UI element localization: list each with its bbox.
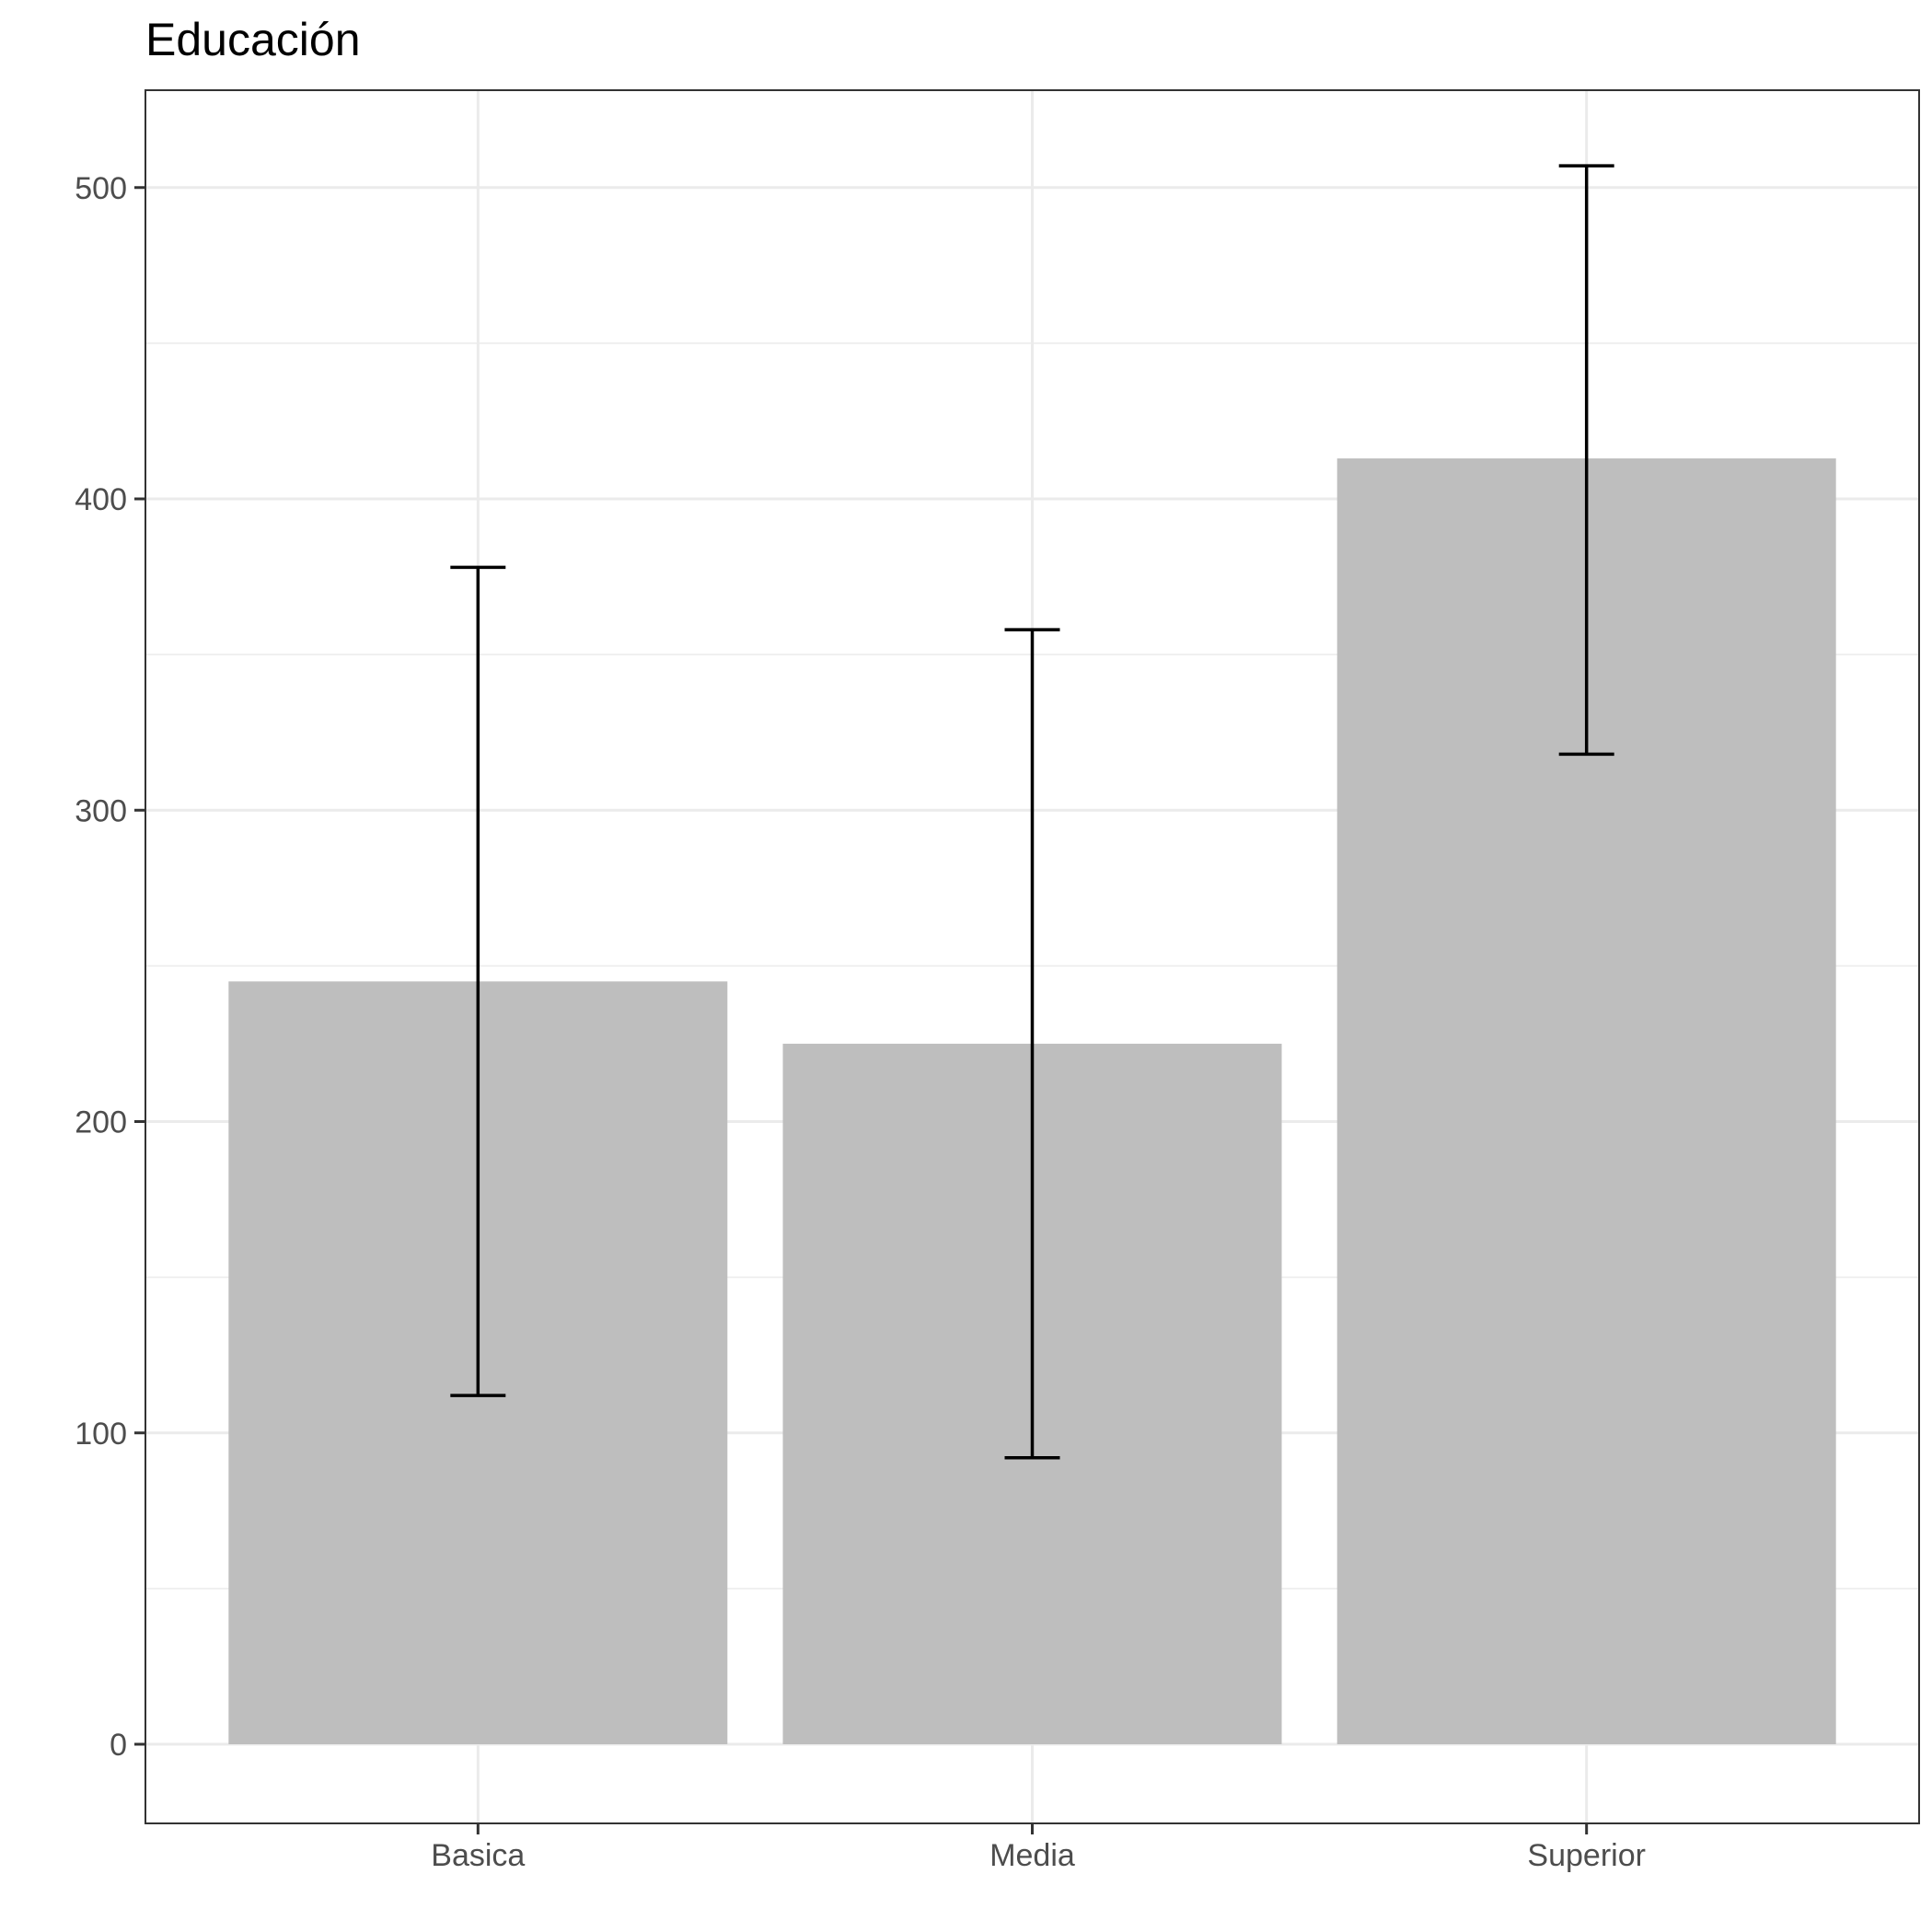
x-tick-label: Superior — [1527, 1838, 1646, 1873]
chart-title: Educación — [145, 14, 361, 65]
y-axis: 0 100 200 300 400 500 — [75, 171, 145, 1763]
y-tick-label: 200 — [75, 1105, 127, 1140]
y-tick-label: 100 — [75, 1417, 127, 1452]
y-tick-label: 500 — [75, 171, 127, 206]
x-axis: Basica Media Superior — [431, 1823, 1646, 1873]
error-bars — [450, 164, 1614, 1460]
x-tick-label: Basica — [431, 1838, 525, 1873]
x-tick-label: Media — [989, 1838, 1075, 1873]
y-tick-label: 0 — [110, 1728, 127, 1763]
y-tick-label: 300 — [75, 793, 127, 828]
y-tick-label: 400 — [75, 482, 127, 517]
